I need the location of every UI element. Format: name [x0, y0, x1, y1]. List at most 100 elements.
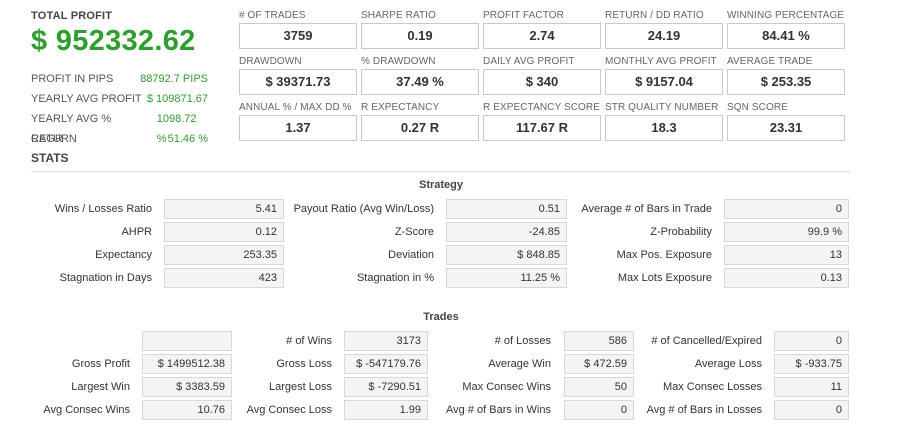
trade-value: 11	[774, 377, 849, 397]
stat-label: AHPR	[121, 226, 152, 238]
trade-label: Avg # of Bars in Wins	[446, 404, 551, 416]
trade-value: $ -933.75	[774, 354, 849, 374]
stat-label: Z-Score	[394, 226, 434, 238]
metric-card: SHARPE RATIO 0.19	[361, 10, 479, 49]
trade-value: 0	[774, 400, 849, 420]
summary-row-value: 88792.7 PIPS	[140, 73, 208, 85]
trade-label: Largest Loss	[269, 381, 332, 393]
summary-row-yearly-avg-return: YEARLY AVG % RETURN 1098.72 %	[31, 109, 208, 145]
profit-summary: TOTAL PROFIT $ 952332.62 PROFIT IN PIPS …	[31, 10, 208, 149]
metric-value: 0.27 R	[361, 115, 479, 141]
metric-card: AVERAGE TRADE $ 253.35	[727, 56, 845, 95]
stat-label: Max Pos. Exposure	[616, 249, 712, 261]
stat-label: Max Lots Exposure	[617, 272, 712, 284]
metric-card: DRAWDOWN $ 39371.73	[239, 56, 357, 95]
divider	[31, 171, 851, 172]
metric-value: $ 39371.73	[239, 69, 357, 95]
metric-label: # OF TRADES	[239, 10, 306, 21]
stat-value: 423	[164, 268, 284, 288]
metric-label: DRAWDOWN	[239, 56, 302, 67]
trade-label: Max Consec Wins	[462, 381, 551, 393]
summary-row-profit-in-pips: PROFIT IN PIPS 88792.7 PIPS	[31, 69, 208, 89]
metric-card: % DRAWDOWN 37.49 %	[361, 56, 479, 95]
summary-row-value: $ 109871.67	[146, 93, 208, 105]
stat-label: Payout Ratio (Avg Win/Loss)	[293, 203, 434, 215]
trade-value: $ 3383.59	[142, 377, 232, 397]
trade-value-empty	[142, 331, 232, 351]
summary-row-label: YEARLY AVG PROFIT	[31, 93, 142, 105]
stat-value: 0.12	[164, 222, 284, 242]
stat-label: Stagnation in Days	[59, 272, 152, 284]
metric-label: SQN SCORE	[727, 102, 788, 113]
trade-value: 0	[774, 331, 849, 351]
summary-row-value: 1098.72 %	[156, 113, 197, 145]
metric-value: 24.19	[605, 23, 723, 49]
total-profit-value: $ 952332.62	[31, 25, 196, 57]
trade-label: Average Loss	[694, 358, 762, 370]
metric-card: SQN SCORE 23.31	[727, 102, 845, 141]
metric-card: WINNING PERCENTAGE 84.41 %	[727, 10, 845, 49]
metric-value: 18.3	[605, 115, 723, 141]
metric-label: STR QUALITY NUMBER	[605, 102, 719, 113]
stat-value: 5.41	[164, 199, 284, 219]
trade-value: 10.76	[142, 400, 232, 420]
stat-value: 0	[724, 199, 849, 219]
stat-label: Average # of Bars in Trade	[581, 203, 712, 215]
summary-row-label: CAGR	[31, 133, 63, 145]
stat-value: 13	[724, 245, 849, 265]
stat-label: Stagnation in %	[356, 272, 434, 284]
metric-value: 0.19	[361, 23, 479, 49]
metric-value: 84.41 %	[727, 23, 845, 49]
summary-row-cagr: CAGR 51.46 %	[31, 129, 208, 149]
stat-value: 99.9 %	[724, 222, 849, 242]
metric-card: DAILY AVG PROFIT $ 340	[483, 56, 601, 95]
metric-label: AVERAGE TRADE	[727, 56, 813, 67]
stat-value: -24.85	[446, 222, 567, 242]
trades-title: Trades	[423, 311, 459, 323]
stat-value: 0.13	[724, 268, 849, 288]
trade-label: Largest Win	[71, 381, 130, 393]
metric-value: $ 253.35	[727, 69, 845, 95]
metric-card: RETURN / DD RATIO 24.19	[605, 10, 723, 49]
stat-label: Wins / Losses Ratio	[54, 203, 152, 215]
trade-label: Avg Consec Wins	[43, 404, 130, 416]
metric-value: 117.67 R	[483, 115, 601, 141]
trade-value: 3173	[344, 331, 428, 351]
trade-value: 0	[564, 400, 634, 420]
metric-label: PROFIT FACTOR	[483, 10, 564, 21]
metric-value: 23.31	[727, 115, 845, 141]
trade-label: Avg Consec Loss	[246, 404, 332, 416]
trade-value: $ 472.59	[564, 354, 634, 374]
metric-card: ANNUAL % / MAX DD % 1.37	[239, 102, 357, 141]
metric-value: 3759	[239, 23, 357, 49]
trade-label: Max Consec Losses	[662, 381, 762, 393]
metric-value: $ 340	[483, 69, 601, 95]
metric-card: PROFIT FACTOR 2.74	[483, 10, 601, 49]
trade-value: $ -7290.51	[344, 377, 428, 397]
trade-value: $ -547179.76	[344, 354, 428, 374]
trade-label: Gross Profit	[71, 358, 130, 370]
stat-value: 11.25 %	[446, 268, 567, 288]
stat-label: Z-Probability	[650, 226, 712, 238]
metric-card: R EXPECTANCY 0.27 R	[361, 102, 479, 141]
metric-label: R EXPECTANCY	[361, 102, 440, 113]
metric-label: RETURN / DD RATIO	[605, 10, 704, 21]
trade-label: Gross Loss	[276, 358, 332, 370]
trade-label: # of Losses	[494, 335, 551, 347]
trade-label: # of Wins	[286, 335, 332, 347]
total-profit-label: TOTAL PROFIT	[31, 10, 113, 22]
trade-value: $ 1499512.38	[142, 354, 232, 374]
stat-value: 253.35	[164, 245, 284, 265]
metric-label: MONTHLY AVG PROFIT	[605, 56, 717, 67]
summary-row-label: PROFIT IN PIPS	[31, 73, 114, 85]
metric-value: 37.49 %	[361, 69, 479, 95]
metric-card: # OF TRADES 3759	[239, 10, 357, 49]
stat-label: Deviation	[388, 249, 434, 261]
metric-label: WINNING PERCENTAGE	[727, 10, 845, 21]
metric-card: R EXPECTANCY SCORE 117.67 R	[483, 102, 601, 141]
trade-value: 50	[564, 377, 634, 397]
stat-value: 0.51	[446, 199, 567, 219]
metric-label: R EXPECTANCY SCORE	[483, 102, 601, 113]
metric-label: SHARPE RATIO	[361, 10, 436, 21]
metric-label: DAILY AVG PROFIT	[483, 56, 575, 67]
